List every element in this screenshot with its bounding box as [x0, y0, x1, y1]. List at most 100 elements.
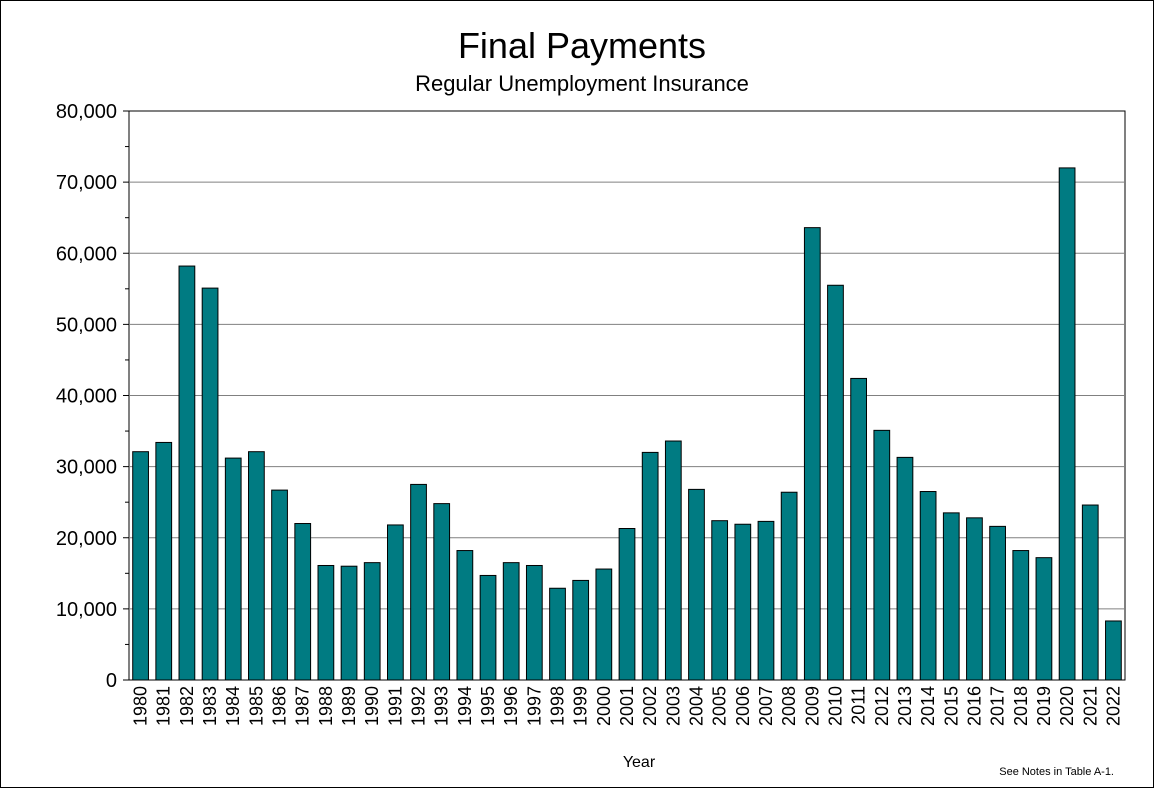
x-tick-label: 1987: [293, 686, 313, 726]
bar: [873, 429, 891, 681]
bar: [989, 525, 1006, 681]
x-tick-label: 1983: [200, 686, 220, 726]
x-tick-label: 2004: [686, 686, 706, 726]
y-tick-label: 80,000: [56, 101, 117, 123]
x-tick-label: 2020: [1057, 686, 1077, 726]
x-tick-label: 1988: [316, 686, 336, 726]
y-tick-label: 50,000: [56, 314, 117, 336]
x-tick-label: 1995: [478, 686, 498, 726]
x-tick-label: 2009: [802, 686, 822, 726]
footnote: See Notes in Table A-1.: [999, 766, 1114, 778]
bar: [827, 284, 844, 681]
x-tick-label: 2007: [756, 686, 776, 726]
x-tick-label: 2006: [733, 686, 753, 726]
x-tick-label: 2003: [663, 686, 683, 726]
bar: [525, 564, 543, 681]
x-tick-label: 2017: [988, 686, 1008, 726]
bar: [1105, 620, 1122, 681]
x-tick-label: 1981: [154, 686, 174, 726]
x-tick-label: 2001: [617, 686, 637, 726]
bar: [549, 587, 566, 681]
bar: [132, 451, 149, 681]
x-tick-label: 2012: [872, 686, 892, 726]
bar: [271, 489, 288, 681]
x-tick-label: 2022: [1103, 686, 1123, 726]
x-tick-label: 1991: [385, 686, 405, 726]
x-tick-label: 2000: [594, 686, 614, 726]
y-axis-ticks: 0 10,000 20,000 30,000 40,000 50,000 60,000 70,…: [56, 101, 129, 692]
bar: [1035, 557, 1053, 681]
bar: [1081, 504, 1099, 681]
x-tick-label: 2019: [1034, 686, 1054, 726]
bar: [479, 574, 497, 681]
bar: [363, 562, 381, 681]
x-tick-label: 2002: [640, 686, 660, 726]
bar: [850, 377, 867, 681]
bar: [340, 565, 358, 681]
bar: [803, 227, 821, 681]
x-tick-label: 2008: [779, 686, 799, 726]
bar: [734, 523, 752, 681]
x-tick-label: 1992: [409, 686, 429, 726]
chart-title: Final Payments: [458, 25, 706, 66]
x-axis-ticks: 1980 1981 1982 1983 1984 1985 1986 1987 1988 1989…: [131, 686, 1124, 726]
x-tick-label: 1986: [270, 686, 290, 726]
x-tick-label: 1990: [362, 686, 382, 726]
bar: [664, 440, 682, 681]
bar: [966, 517, 983, 681]
x-tick-label: 1980: [131, 686, 151, 726]
bar: [224, 457, 242, 681]
bar: [410, 483, 427, 681]
bar: [780, 491, 798, 681]
x-tick-label: 1982: [177, 686, 197, 726]
y-tick-label: 30,000: [56, 457, 117, 479]
x-tick-label: 1985: [246, 686, 266, 726]
x-tick-label: 2011: [849, 686, 869, 725]
bars: [132, 167, 1122, 681]
y-tick-label: 40,000: [56, 386, 117, 408]
bar: [1012, 550, 1030, 681]
bar: [595, 568, 613, 681]
x-tick-label: 1984: [223, 686, 243, 726]
bar: [433, 503, 451, 681]
y-tick-label: 70,000: [56, 172, 117, 194]
bar: [757, 520, 775, 681]
x-axis-label: Year: [623, 754, 656, 771]
bar: [317, 564, 335, 681]
x-tick-label: 2013: [895, 686, 915, 726]
bar: [711, 520, 729, 681]
bar: [155, 441, 173, 681]
bar: [248, 451, 265, 681]
x-tick-label: 1993: [432, 686, 452, 726]
bar: [641, 451, 659, 681]
chart-subtitle: Regular Unemployment Insurance: [415, 71, 749, 96]
bar: [1058, 167, 1076, 681]
bar: [919, 491, 937, 681]
x-tick-label: 1998: [548, 686, 568, 726]
x-tick-label: 2014: [918, 686, 938, 726]
bar: [502, 562, 520, 681]
x-tick-label: 2005: [710, 686, 730, 726]
x-tick-label: 1996: [501, 686, 521, 726]
bar: [201, 287, 219, 681]
x-tick-label: 2015: [941, 686, 961, 726]
bar: [294, 523, 312, 681]
bar: [572, 579, 590, 681]
y-tick-label: 20,000: [56, 528, 117, 550]
bar: [896, 456, 914, 681]
x-tick-label: 2021: [1080, 686, 1100, 726]
bar: [387, 524, 404, 681]
y-tick-label: 0: [106, 670, 117, 692]
bar: [618, 528, 636, 681]
x-tick-label: 2010: [825, 686, 845, 726]
bar: [688, 488, 705, 681]
bar: [942, 512, 960, 681]
y-tick-label: 10,000: [56, 599, 117, 621]
bar: [456, 550, 474, 681]
bar: [178, 265, 196, 681]
y-tick-label: 60,000: [56, 243, 117, 265]
x-tick-label: 1997: [524, 686, 544, 726]
x-tick-label: 1999: [571, 686, 591, 726]
x-tick-label: 1994: [455, 686, 475, 726]
